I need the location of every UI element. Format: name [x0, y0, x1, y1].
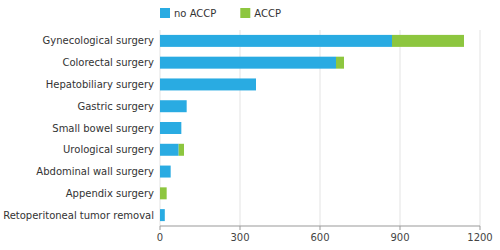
grid — [160, 30, 480, 230]
x-axis-line — [160, 226, 480, 227]
category-label: Hepatobiliary surgery — [46, 79, 154, 90]
bar — [160, 57, 336, 69]
bar — [392, 35, 464, 47]
bar — [336, 57, 344, 69]
bar — [179, 144, 184, 156]
x-tick-label: 900 — [390, 232, 409, 243]
category-label: Appendix surgery — [66, 188, 154, 199]
bar — [160, 78, 256, 90]
bar — [160, 100, 187, 112]
legend-label: no ACCP — [174, 8, 216, 19]
bar — [160, 166, 171, 178]
x-tick — [480, 226, 481, 230]
legend: no ACCP ACCP — [160, 8, 281, 19]
category-label: Small bowel surgery — [52, 123, 154, 134]
x-tick — [160, 226, 161, 230]
category-label: Retoperitoneal tumor removal — [3, 210, 154, 221]
bar — [186, 100, 187, 112]
legend-swatch — [160, 8, 170, 18]
bar — [160, 209, 165, 221]
bar — [181, 122, 182, 134]
x-tick — [240, 226, 241, 230]
bar — [160, 187, 167, 199]
x-tick — [400, 226, 401, 230]
bar — [160, 122, 181, 134]
x-tick-label: 600 — [310, 232, 329, 243]
x-tick-label: 0 — [157, 232, 163, 243]
category-label: Colorectal surgery — [62, 57, 154, 68]
legend-swatch — [240, 8, 250, 18]
category-label: Gynecological surgery — [43, 35, 154, 46]
bar — [160, 144, 179, 156]
category-label: Abdominal wall surgery — [36, 166, 154, 177]
x-tick-label: 300 — [230, 232, 249, 243]
bar — [256, 78, 257, 90]
category-label: Gastric surgery — [77, 101, 154, 112]
bar — [164, 209, 165, 221]
category-label: Urological surgery — [63, 144, 154, 155]
x-tick-label: 1200 — [467, 232, 492, 243]
chart-svg: 0 300 600 900 1200 Retoperitoneal tumor remov… — [0, 0, 500, 250]
x-tick — [320, 226, 321, 230]
bar — [160, 35, 392, 47]
grid-line — [400, 30, 401, 226]
legend-label: ACCP — [254, 8, 281, 19]
bars — [160, 35, 464, 221]
grid-line — [480, 30, 481, 226]
chart-container: 0 300 600 900 1200 Retoperitoneal tumor remov… — [0, 0, 500, 250]
bar — [170, 166, 171, 178]
